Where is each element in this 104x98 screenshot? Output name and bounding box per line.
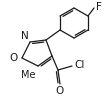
- Text: O: O: [10, 53, 18, 63]
- Text: Cl: Cl: [74, 60, 84, 70]
- Text: O: O: [56, 86, 64, 96]
- Text: N: N: [21, 31, 29, 41]
- Text: F: F: [96, 2, 102, 12]
- Text: Me: Me: [20, 70, 35, 80]
